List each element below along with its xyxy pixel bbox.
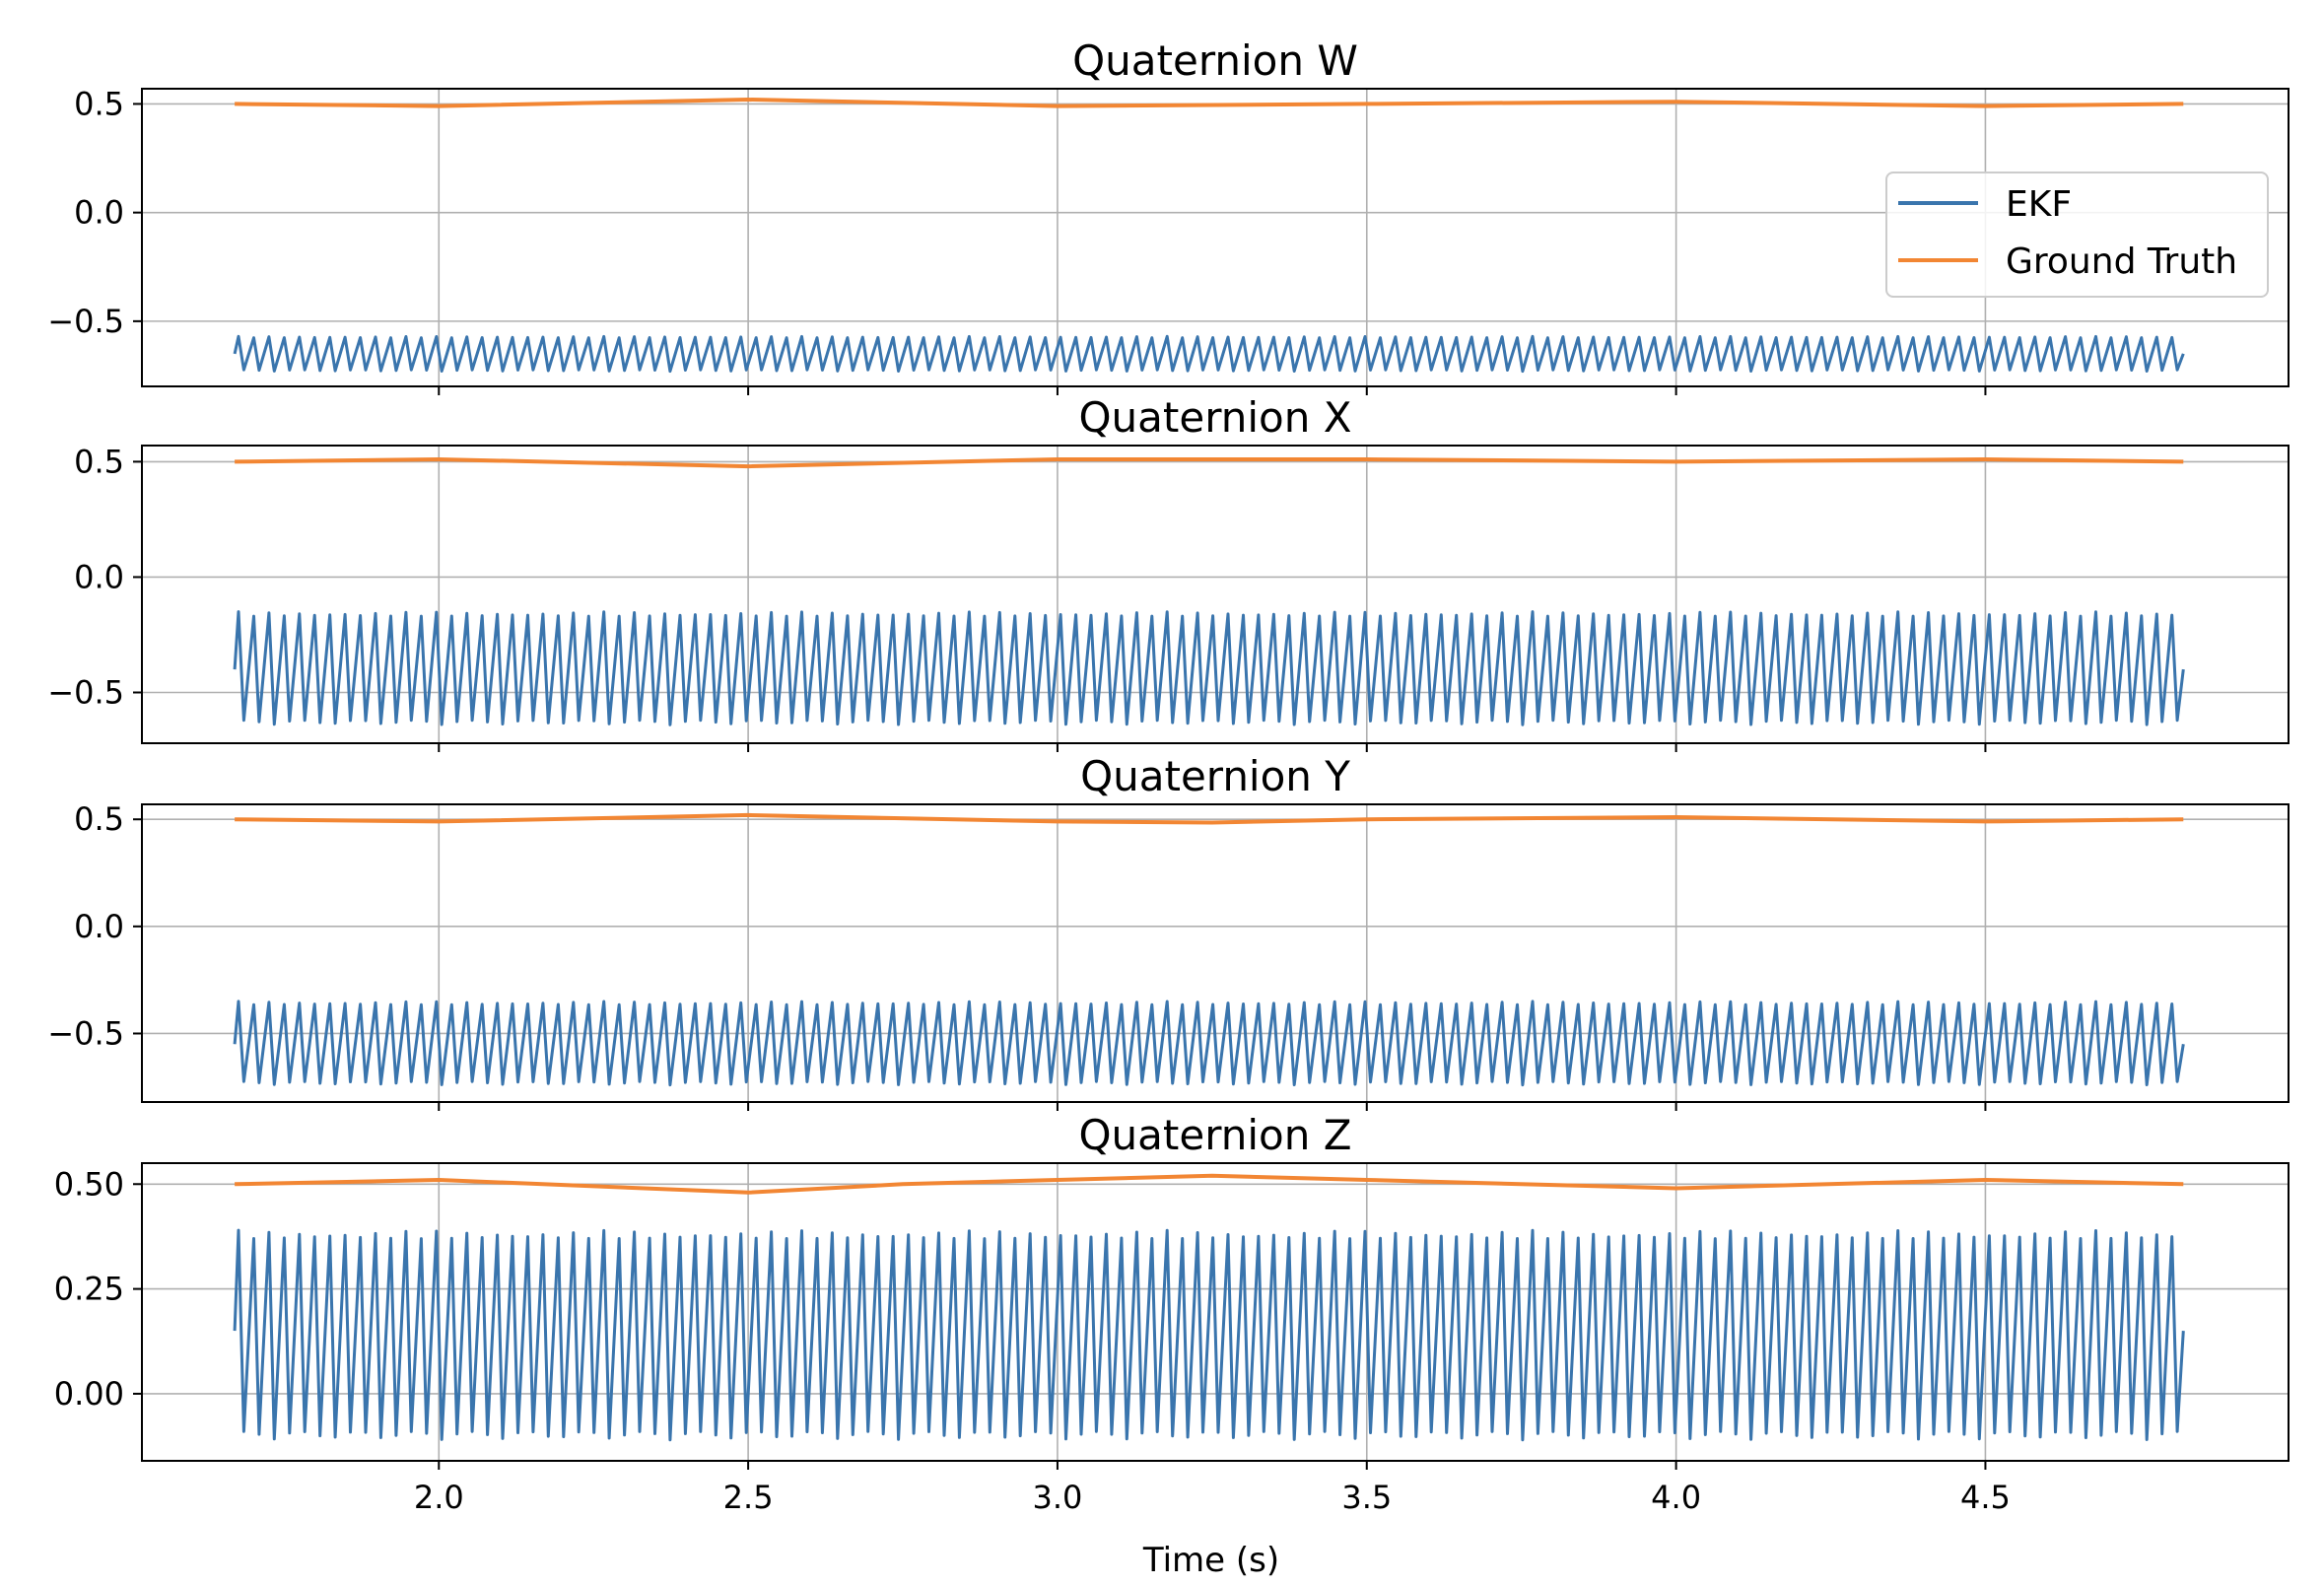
x-tick-label: 4.5 <box>1960 1479 2011 1516</box>
panel-title: Quaternion Y <box>1080 752 1350 800</box>
series-line-ekf <box>233 1228 2185 1442</box>
y-tick-label: 0.50 <box>54 1165 124 1203</box>
series-line-ground-truth <box>235 457 2184 469</box>
y-tick-label: −0.5 <box>47 673 124 711</box>
series-line-ground-truth <box>235 98 2184 108</box>
series-line-ground-truth <box>235 1173 2184 1195</box>
y-tick-label: 0.25 <box>54 1271 124 1308</box>
axes-frame <box>141 88 2290 387</box>
axes-frame <box>141 1162 2290 1462</box>
y-tick-label: 0.5 <box>74 443 124 480</box>
series-line-ekf <box>233 610 2185 726</box>
legend: EKF Ground Truth <box>1885 172 2269 298</box>
y-tick-label: 0.00 <box>54 1375 124 1413</box>
axes-frame <box>141 445 2290 744</box>
y-tick-label: −0.5 <box>47 303 124 340</box>
panel-title: Quaternion W <box>1072 36 1358 85</box>
series-line-ekf <box>233 1000 2185 1087</box>
x-tick-label: 2.5 <box>723 1479 774 1516</box>
panel-quaternion-x: −0.5 0.0 0.5 Quaternion X <box>47 393 2290 752</box>
y-tick-label: 0.5 <box>74 800 124 838</box>
x-tick-label: 2.0 <box>414 1479 464 1516</box>
y-tick-label: 0.0 <box>74 194 124 232</box>
panel-quaternion-w: −0.5 0.0 0.5 Quaternion W <box>47 36 2290 395</box>
series-line-ekf <box>233 334 2185 374</box>
y-tick-label: 0.0 <box>74 908 124 945</box>
panel-quaternion-z: 0.00 0.25 0.50 2.0 2.5 3.0 3.5 4.0 4.5 Quaternion… <box>54 1111 2290 1516</box>
y-tick-label: 0.5 <box>74 85 124 122</box>
x-tick-label: 3.0 <box>1032 1479 1082 1516</box>
y-tick-label: −0.5 <box>47 1014 124 1052</box>
x-tick-label: 3.5 <box>1341 1479 1392 1516</box>
legend-box <box>1885 172 2269 298</box>
x-axis-label: Time (s) <box>1142 1541 1279 1580</box>
legend-label-ground-truth: Ground Truth <box>2006 242 2237 282</box>
panel-title: Quaternion Z <box>1079 1111 1352 1159</box>
panel-quaternion-y: −0.5 0.0 0.5 Quaternion Y <box>47 752 2290 1111</box>
panel-title: Quaternion X <box>1079 393 1352 442</box>
axes-frame <box>141 803 2290 1103</box>
series-line-ground-truth <box>235 812 2184 825</box>
legend-label-ekf: EKF <box>2006 184 2072 225</box>
y-tick-label: 0.0 <box>74 558 124 595</box>
x-tick-label: 4.0 <box>1651 1479 1701 1516</box>
